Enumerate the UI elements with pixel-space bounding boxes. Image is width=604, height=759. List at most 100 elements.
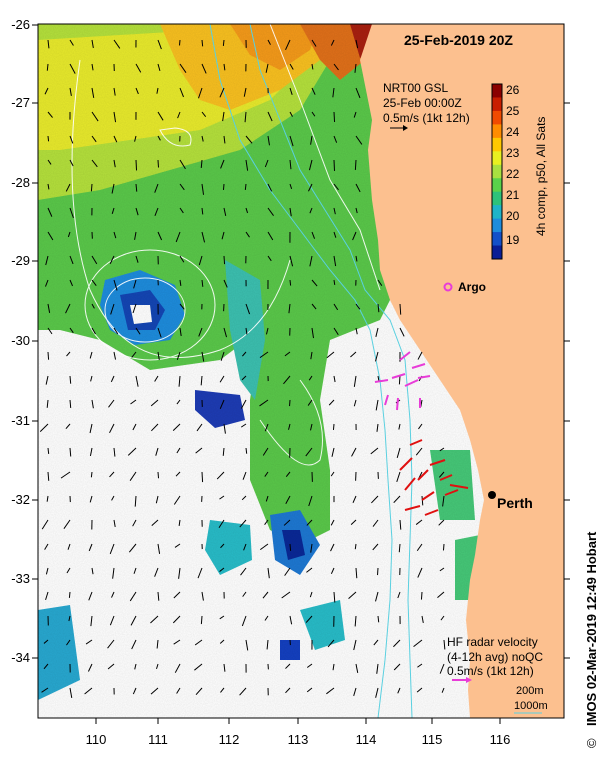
velocity-arrow xyxy=(135,87,139,95)
colorbar-tick: 20 xyxy=(506,209,520,223)
velocity-arrow xyxy=(111,591,115,598)
velocity-arrow xyxy=(330,519,335,526)
velocity-arrow xyxy=(107,639,115,649)
velocity-arrow xyxy=(440,615,445,621)
velocity-arrow xyxy=(283,519,291,526)
velocity-arrow xyxy=(109,423,115,434)
velocity-arrow xyxy=(223,423,226,434)
velocity-arrow xyxy=(311,303,317,310)
velocity-arrow xyxy=(46,399,49,408)
velocity-arrow xyxy=(47,111,53,118)
velocity-arrow xyxy=(306,567,313,573)
velocity-arrow xyxy=(311,63,314,70)
velocity-arrow xyxy=(397,687,401,694)
colorbar-frame xyxy=(491,83,503,260)
velocity-arrow xyxy=(46,495,49,502)
velocity-arrow xyxy=(133,567,137,574)
velocity-arrow xyxy=(353,399,357,407)
velocity-arrow xyxy=(376,663,379,674)
velocity-arrow xyxy=(132,519,137,527)
velocity-arrow xyxy=(113,279,118,291)
velocity-arrow xyxy=(135,207,139,216)
colorbar-swatch xyxy=(492,84,502,98)
velocity-arrow xyxy=(84,687,93,695)
velocity-arrow xyxy=(195,447,203,454)
velocity-arrow xyxy=(327,639,335,648)
velocity-arrow xyxy=(197,567,203,579)
velocity-arrow xyxy=(174,663,181,673)
velocity-arrow xyxy=(398,543,401,553)
velocity-arrow xyxy=(289,207,292,217)
velocity-arrow xyxy=(306,519,313,526)
velocity-arrow xyxy=(135,183,138,192)
colorbar-swatch xyxy=(492,218,502,233)
velocity-arrow xyxy=(222,39,225,46)
velocity-arrow xyxy=(47,351,50,360)
velocity-arrow xyxy=(223,135,226,144)
velocity-arrow xyxy=(332,663,335,671)
velocity-arrow xyxy=(245,159,249,171)
velocity-arrow xyxy=(134,135,137,142)
velocity-arrow xyxy=(178,567,181,579)
velocity-arrow xyxy=(113,111,117,123)
velocity-arrow xyxy=(69,447,72,457)
colorbar-swatch xyxy=(492,178,502,193)
velocity-arrow xyxy=(200,375,203,386)
velocity-arrow xyxy=(127,447,137,456)
velocity-arrow xyxy=(355,183,361,193)
velocity-arrow xyxy=(130,399,137,405)
velocity-arrow xyxy=(45,375,49,385)
velocity-arrow xyxy=(65,183,71,192)
velocity-arrow xyxy=(41,519,49,530)
velocity-arrow xyxy=(45,255,49,266)
velocity-arrow xyxy=(222,447,225,456)
velocity-arrow xyxy=(285,663,291,669)
velocity-arrow xyxy=(201,351,205,362)
velocity-arrow xyxy=(89,351,93,359)
velocity-arrow xyxy=(265,495,269,502)
velocity-arrow xyxy=(68,591,71,598)
plot-frame xyxy=(37,23,565,719)
velocity-arrow xyxy=(109,471,115,478)
velocity-arrow xyxy=(201,279,204,287)
velocity-arrow xyxy=(69,87,72,96)
velocity-arrow xyxy=(355,327,358,335)
argo-marker: Argo xyxy=(443,280,486,294)
velocity-arrow xyxy=(172,615,181,624)
velocity-arrow xyxy=(355,303,361,310)
velocity-arrow xyxy=(91,399,94,409)
velocity-arrow xyxy=(259,399,269,407)
velocity-arrow xyxy=(65,303,71,314)
velocity-arrow xyxy=(442,495,445,507)
hf-radar-scale: 0.5m/s (1kt 12h) xyxy=(447,664,534,678)
velocity-arrow xyxy=(308,159,313,171)
x-tick-label: 115 xyxy=(422,732,443,747)
velocity-arrow xyxy=(310,423,313,431)
ssh-contours xyxy=(71,24,381,466)
land-western-australia xyxy=(360,24,564,718)
velocity-arrow xyxy=(355,567,358,579)
velocity-arrow xyxy=(157,135,161,141)
velocity-arrow xyxy=(155,495,159,504)
velocity-arrow xyxy=(355,87,361,99)
velocity-arrow xyxy=(172,423,181,431)
velocity-arrow xyxy=(157,39,162,50)
velocity-arrow xyxy=(242,471,247,480)
velocity-arrow xyxy=(178,519,181,526)
velocity-arrow xyxy=(288,303,291,314)
velocity-arrow xyxy=(151,423,159,432)
velocity-arrow xyxy=(69,63,76,74)
velocity-arrow xyxy=(267,207,274,216)
velocity-arrow xyxy=(176,351,181,361)
colorbar-swatch xyxy=(492,164,502,179)
velocity-arrow xyxy=(179,327,182,337)
velocity-arrow xyxy=(223,279,228,288)
velocity-arrow xyxy=(135,63,142,73)
x-tick-label: 114 xyxy=(356,732,377,747)
velocity-arrow xyxy=(240,423,247,428)
velocity-arrow xyxy=(194,663,203,671)
velocity-arrow xyxy=(47,39,50,49)
velocity-arrow xyxy=(222,183,225,190)
y-axis: -26 -27 -28 -29 -30 -31 -32 -33 -34 xyxy=(11,17,30,665)
velocity-arrow xyxy=(196,423,203,432)
